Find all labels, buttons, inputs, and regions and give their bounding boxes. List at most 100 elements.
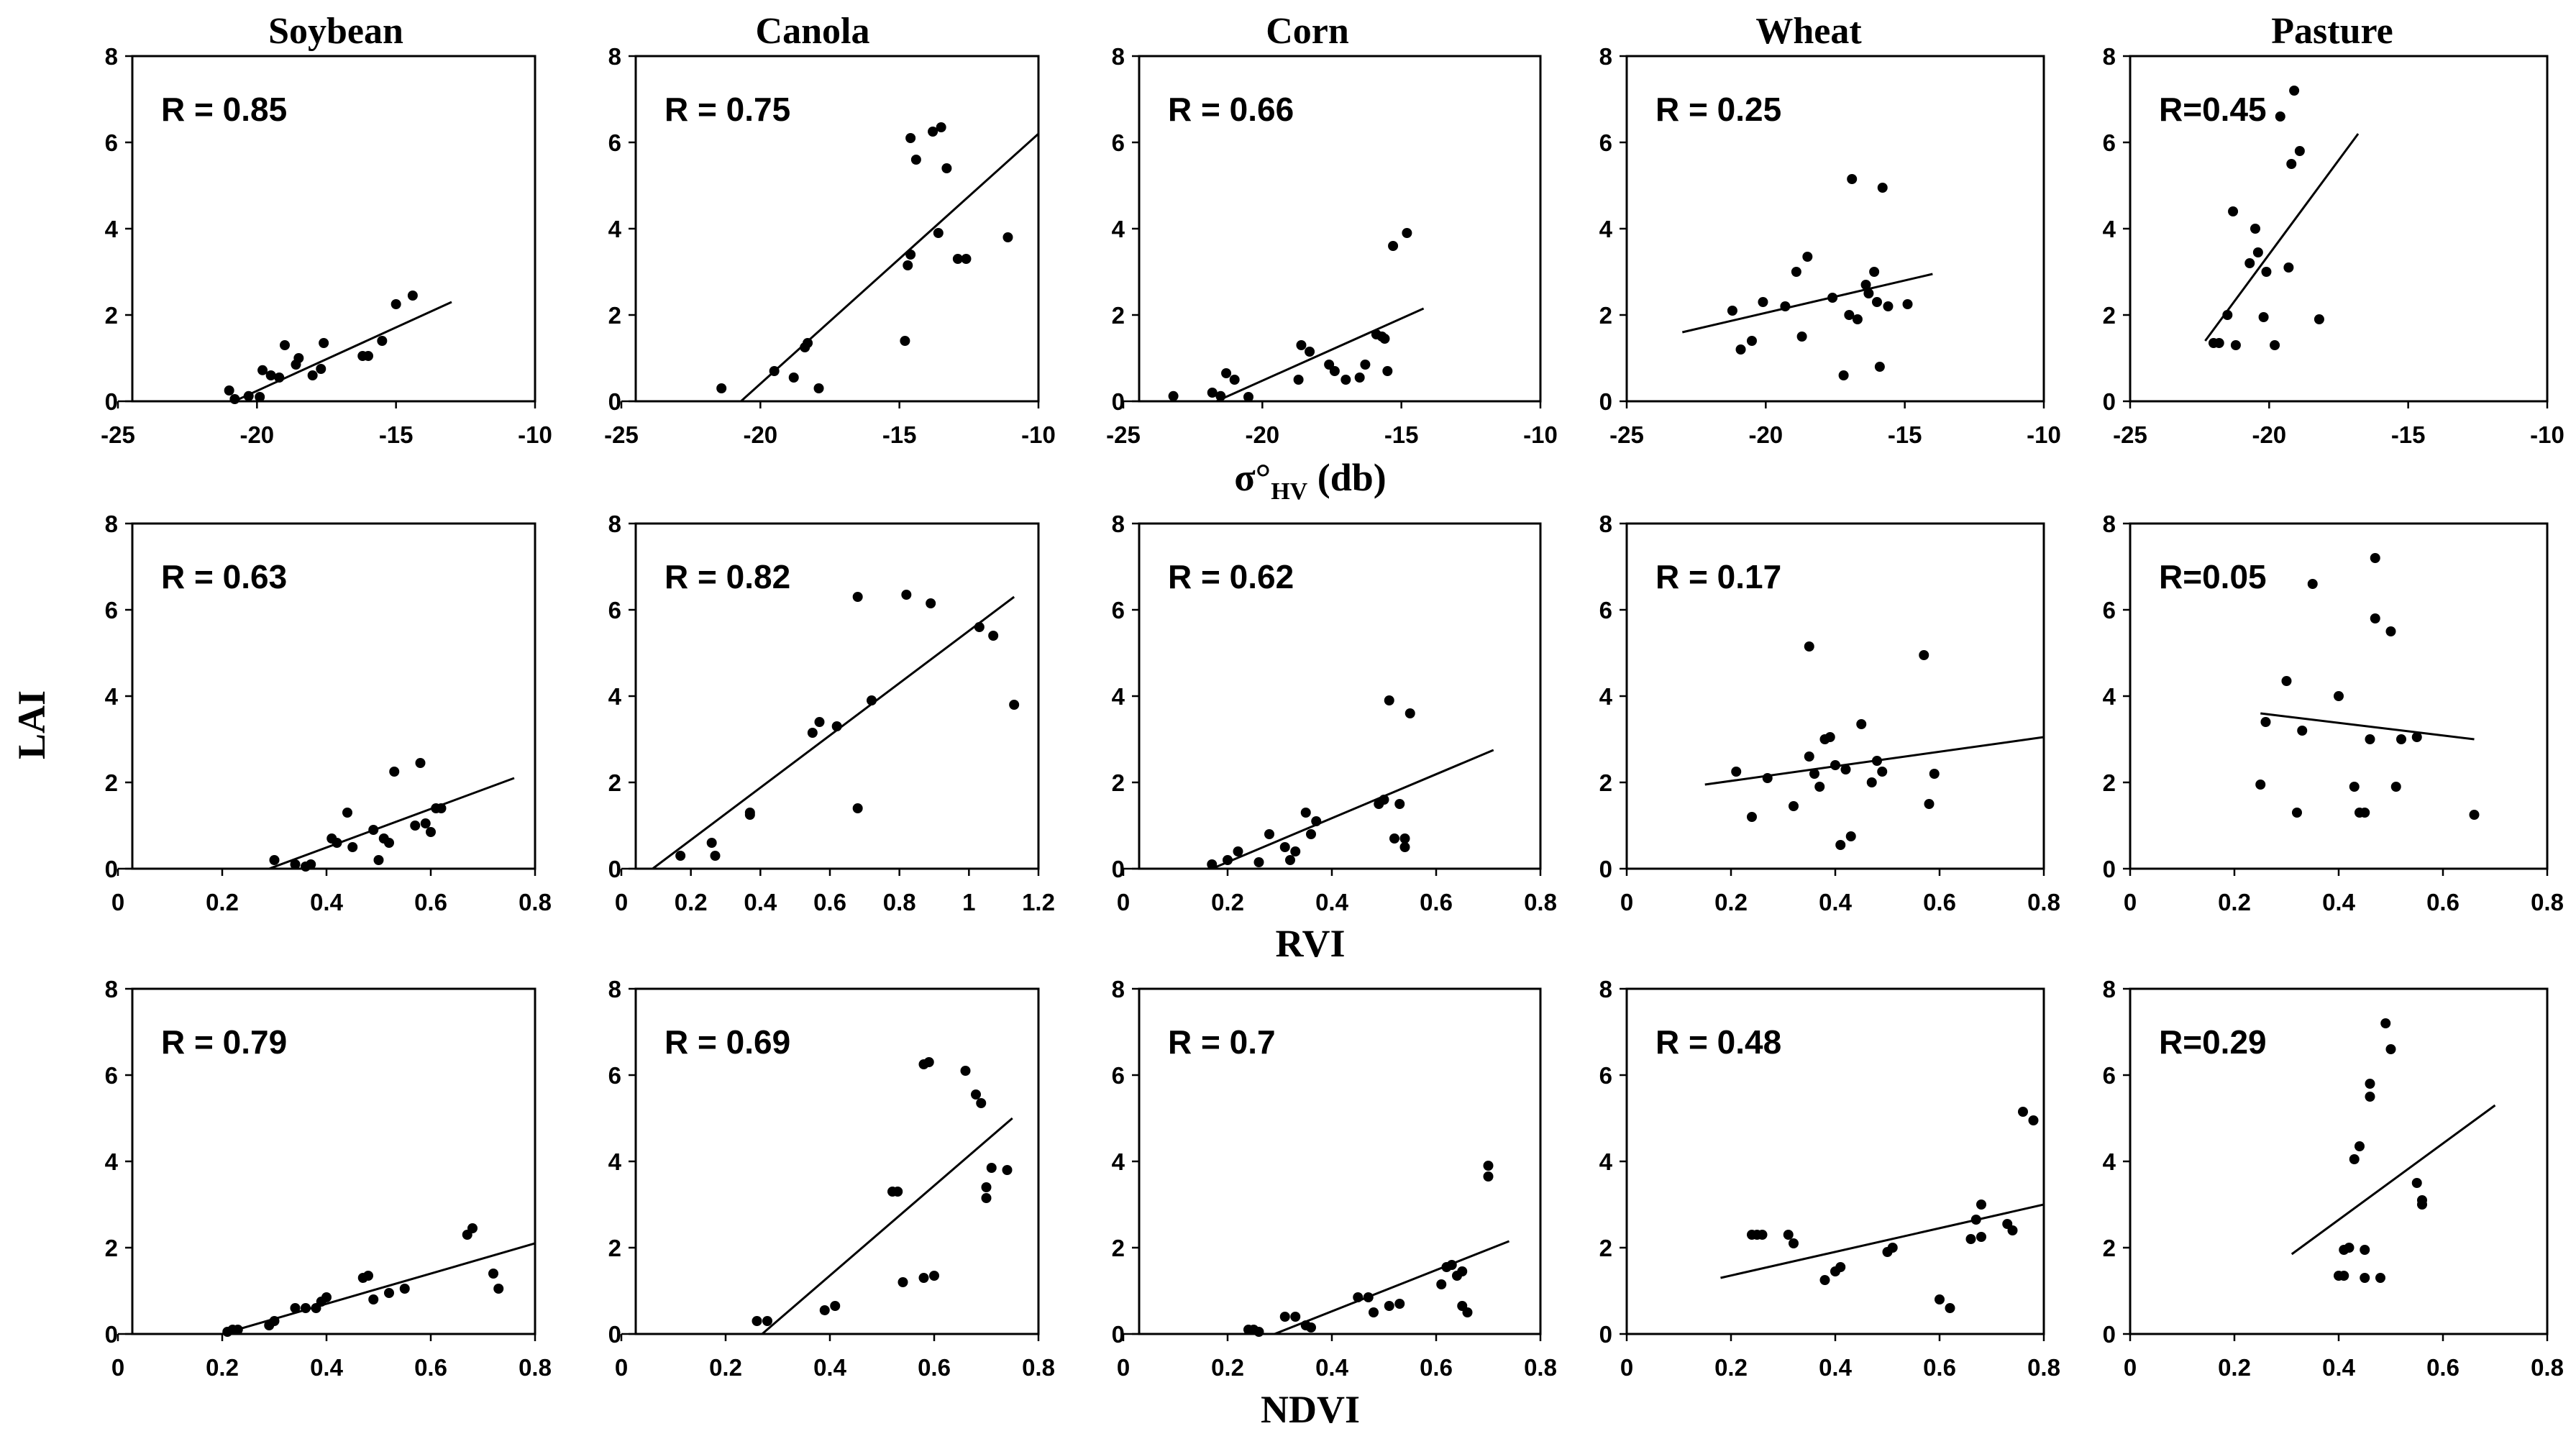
x-tick-label: 0.6 — [414, 889, 447, 915]
data-point — [1388, 241, 1399, 251]
data-point — [1866, 777, 1877, 787]
y-tick-label: 6 — [1599, 597, 1612, 623]
data-point — [1877, 183, 1888, 193]
x-tick-label: -10 — [1523, 421, 1558, 448]
data-point — [2390, 782, 2401, 792]
regression-line — [1211, 749, 1494, 869]
y-tick-label: 8 — [608, 511, 621, 537]
data-point — [852, 803, 863, 813]
x-tick-label: 0.4 — [2322, 889, 2356, 915]
data-point — [243, 390, 254, 401]
correlation-label: R = 0.82 — [664, 558, 790, 595]
y-tick-label: 0 — [1112, 388, 1125, 415]
x-tick-label: 0 — [615, 1354, 628, 1381]
title-pasture: Pasture — [2271, 11, 2393, 52]
data-point — [803, 338, 813, 348]
y-tick-label: 6 — [105, 129, 118, 156]
data-point — [1872, 297, 1882, 307]
data-point — [2349, 782, 2360, 792]
y-tick-label: 8 — [1599, 43, 1612, 70]
data-point — [1300, 808, 1311, 818]
data-point — [1804, 751, 1814, 762]
data-point — [1830, 760, 1840, 770]
data-point — [830, 1301, 841, 1311]
data-point — [1402, 228, 1412, 238]
data-point — [2292, 808, 2302, 818]
data-point — [2007, 1225, 2018, 1235]
x-tick-label: 0 — [1620, 889, 1633, 915]
data-point — [769, 366, 780, 376]
data-point — [1405, 708, 1415, 718]
data-point — [1935, 1294, 1945, 1304]
y-tick-label: 8 — [2103, 511, 2116, 537]
panel-corn-rvi: 0 2 4 6 8 0 0.2 0.4 0.6 0.8 R = 0.62 — [1112, 511, 1557, 915]
data-point — [1902, 299, 1913, 309]
x-tick-label: -25 — [604, 421, 639, 448]
data-point — [1399, 842, 1410, 852]
data-point — [1976, 1232, 1986, 1242]
y-tick-label: 4 — [608, 216, 622, 242]
data-point — [2349, 1154, 2360, 1164]
data-point — [1306, 1322, 1316, 1333]
data-point — [933, 228, 944, 238]
data-point — [926, 598, 936, 608]
data-point — [368, 825, 379, 835]
x-tick-label: -25 — [1609, 421, 1644, 448]
data-point — [1394, 1299, 1405, 1309]
data-point — [1847, 174, 1858, 184]
data-point — [2270, 340, 2280, 350]
panel-pasture-hvdb: 0 2 4 6 8 -25 -20 -15 -10 R=0.45 — [2103, 43, 2564, 448]
data-point — [347, 842, 358, 852]
data-point — [2230, 340, 2241, 350]
data-point — [1814, 782, 1825, 792]
data-point — [1791, 267, 1801, 277]
data-point — [961, 254, 972, 264]
data-point — [1290, 846, 1301, 856]
data-point — [1747, 336, 1757, 346]
correlation-label: R = 0.69 — [664, 1023, 790, 1061]
data-point — [493, 1284, 504, 1294]
data-point — [936, 122, 946, 132]
x-tick-label: 0.4 — [744, 889, 777, 915]
y-tick-label: 0 — [2103, 856, 2116, 882]
data-point — [269, 855, 280, 865]
data-point — [2214, 338, 2224, 348]
y-tick-label: 6 — [1599, 1062, 1612, 1089]
panel-pasture-ndvi: 0 2 4 6 8 0 0.2 0.4 0.6 0.8 R=0.29 — [2103, 976, 2564, 1381]
y-tick-label: 4 — [105, 683, 119, 710]
data-point — [762, 1316, 772, 1326]
panel-canola-rvi: 0 2 4 6 8 0 0.2 0.4 0.6 0.8 1 1.2 R = 0.82 — [608, 511, 1055, 915]
data-point — [2258, 312, 2269, 322]
data-point — [2469, 810, 2480, 820]
data-point — [1329, 366, 1340, 376]
x-tick-label: 0.6 — [813, 889, 846, 915]
data-point — [1296, 340, 1307, 350]
data-point — [1845, 831, 1856, 841]
data-point — [976, 1098, 987, 1108]
title-soybean: Soybean — [268, 11, 403, 52]
y-tick-label: 6 — [2103, 129, 2116, 156]
data-point — [1233, 846, 1243, 856]
x-tick-label: -25 — [1106, 421, 1141, 448]
data-point — [986, 1163, 997, 1173]
x-tick-label: -15 — [379, 421, 414, 448]
data-point — [1293, 375, 1304, 385]
data-point — [1802, 252, 1813, 262]
y-tick-label: 8 — [1112, 43, 1125, 70]
data-point — [1363, 1292, 1374, 1302]
data-point — [255, 392, 265, 402]
x-tick-label: 0.2 — [1211, 889, 1244, 915]
data-point — [814, 717, 825, 727]
data-point — [307, 370, 318, 380]
data-point — [1483, 1161, 1494, 1171]
x-tick-label: 0.2 — [1211, 1354, 1244, 1381]
x-tick-label: 0.2 — [206, 889, 239, 915]
data-point — [1840, 764, 1851, 774]
x-tick-label: 0.6 — [1420, 889, 1453, 915]
data-point — [1223, 855, 1233, 865]
data-point — [363, 1271, 373, 1281]
data-point — [2286, 159, 2297, 169]
y-tick-label: 8 — [105, 976, 118, 1002]
data-point — [1382, 366, 1393, 376]
data-point — [332, 838, 342, 848]
